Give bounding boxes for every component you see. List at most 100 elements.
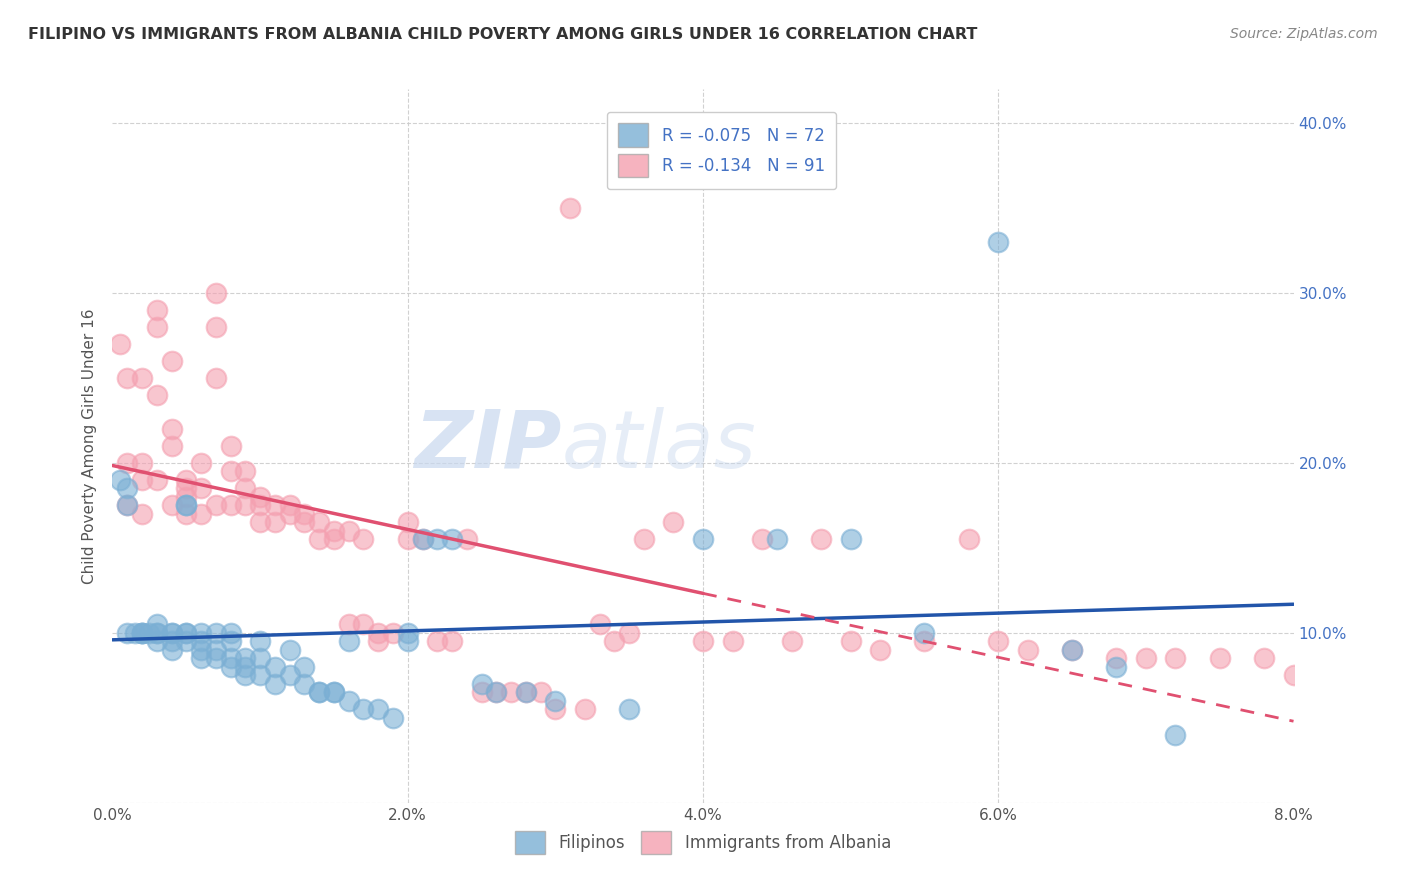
- Point: [190, 482, 212, 496]
- Point: [233, 651, 256, 665]
- Point: [146, 626, 169, 640]
- Point: [190, 651, 212, 665]
- Point: [249, 651, 271, 665]
- Point: [292, 507, 315, 521]
- Point: [205, 499, 228, 513]
- Point: [1062, 643, 1084, 657]
- Point: [308, 516, 330, 530]
- Point: [219, 651, 242, 665]
- Point: [264, 677, 287, 691]
- Point: [146, 320, 169, 334]
- Point: [138, 626, 160, 640]
- Point: [146, 626, 169, 640]
- Point: [603, 634, 626, 648]
- Point: [456, 533, 478, 547]
- Point: [249, 516, 271, 530]
- Point: [160, 499, 183, 513]
- Point: [190, 643, 212, 657]
- Point: [337, 524, 360, 538]
- Point: [352, 617, 374, 632]
- Point: [233, 482, 256, 496]
- Point: [1017, 643, 1039, 657]
- Point: [396, 533, 419, 547]
- Point: [233, 660, 256, 674]
- Point: [426, 533, 449, 547]
- Point: [412, 533, 434, 547]
- Point: [396, 634, 419, 648]
- Point: [174, 499, 197, 513]
- Point: [308, 533, 330, 547]
- Point: [233, 499, 256, 513]
- Point: [1105, 651, 1128, 665]
- Point: [987, 235, 1010, 249]
- Point: [1164, 728, 1187, 742]
- Point: [131, 626, 153, 640]
- Point: [426, 634, 449, 648]
- Point: [146, 473, 169, 487]
- Point: [1253, 651, 1275, 665]
- Point: [131, 626, 153, 640]
- Point: [146, 303, 169, 318]
- Point: [174, 507, 197, 521]
- Point: [1062, 643, 1084, 657]
- Point: [219, 439, 242, 453]
- Point: [174, 473, 197, 487]
- Point: [249, 490, 271, 504]
- Point: [124, 626, 146, 640]
- Point: [190, 634, 212, 648]
- Point: [108, 337, 131, 351]
- Point: [117, 371, 138, 385]
- Point: [174, 482, 197, 496]
- Point: [1164, 651, 1187, 665]
- Point: [1105, 660, 1128, 674]
- Point: [160, 439, 183, 453]
- Point: [765, 533, 787, 547]
- Point: [337, 617, 360, 632]
- Point: [323, 533, 346, 547]
- Point: [117, 626, 138, 640]
- Point: [308, 685, 330, 699]
- Point: [396, 626, 419, 640]
- Point: [692, 634, 714, 648]
- Point: [382, 626, 405, 640]
- Point: [249, 499, 271, 513]
- Point: [471, 677, 494, 691]
- Point: [721, 634, 744, 648]
- Point: [278, 499, 301, 513]
- Point: [544, 694, 567, 708]
- Point: [174, 490, 197, 504]
- Point: [957, 533, 980, 547]
- Point: [352, 533, 374, 547]
- Point: [219, 499, 242, 513]
- Point: [560, 201, 582, 215]
- Point: [839, 634, 862, 648]
- Point: [205, 651, 228, 665]
- Text: ZIP: ZIP: [413, 407, 561, 485]
- Point: [174, 634, 197, 648]
- Point: [382, 711, 405, 725]
- Point: [529, 685, 551, 699]
- Text: FILIPINO VS IMMIGRANTS FROM ALBANIA CHILD POVERTY AMONG GIRLS UNDER 16 CORRELATI: FILIPINO VS IMMIGRANTS FROM ALBANIA CHIL…: [28, 27, 977, 42]
- Point: [146, 388, 169, 402]
- Point: [249, 634, 271, 648]
- Point: [117, 499, 138, 513]
- Point: [869, 643, 891, 657]
- Point: [233, 668, 256, 682]
- Point: [619, 702, 641, 716]
- Point: [839, 533, 862, 547]
- Point: [1282, 668, 1305, 682]
- Point: [174, 499, 197, 513]
- Point: [205, 643, 228, 657]
- Point: [174, 626, 197, 640]
- Point: [308, 685, 330, 699]
- Point: [249, 668, 271, 682]
- Point: [108, 473, 131, 487]
- Point: [501, 685, 523, 699]
- Point: [810, 533, 832, 547]
- Point: [160, 354, 183, 368]
- Point: [131, 473, 153, 487]
- Point: [278, 507, 301, 521]
- Point: [146, 634, 169, 648]
- Point: [292, 677, 315, 691]
- Point: [367, 634, 389, 648]
